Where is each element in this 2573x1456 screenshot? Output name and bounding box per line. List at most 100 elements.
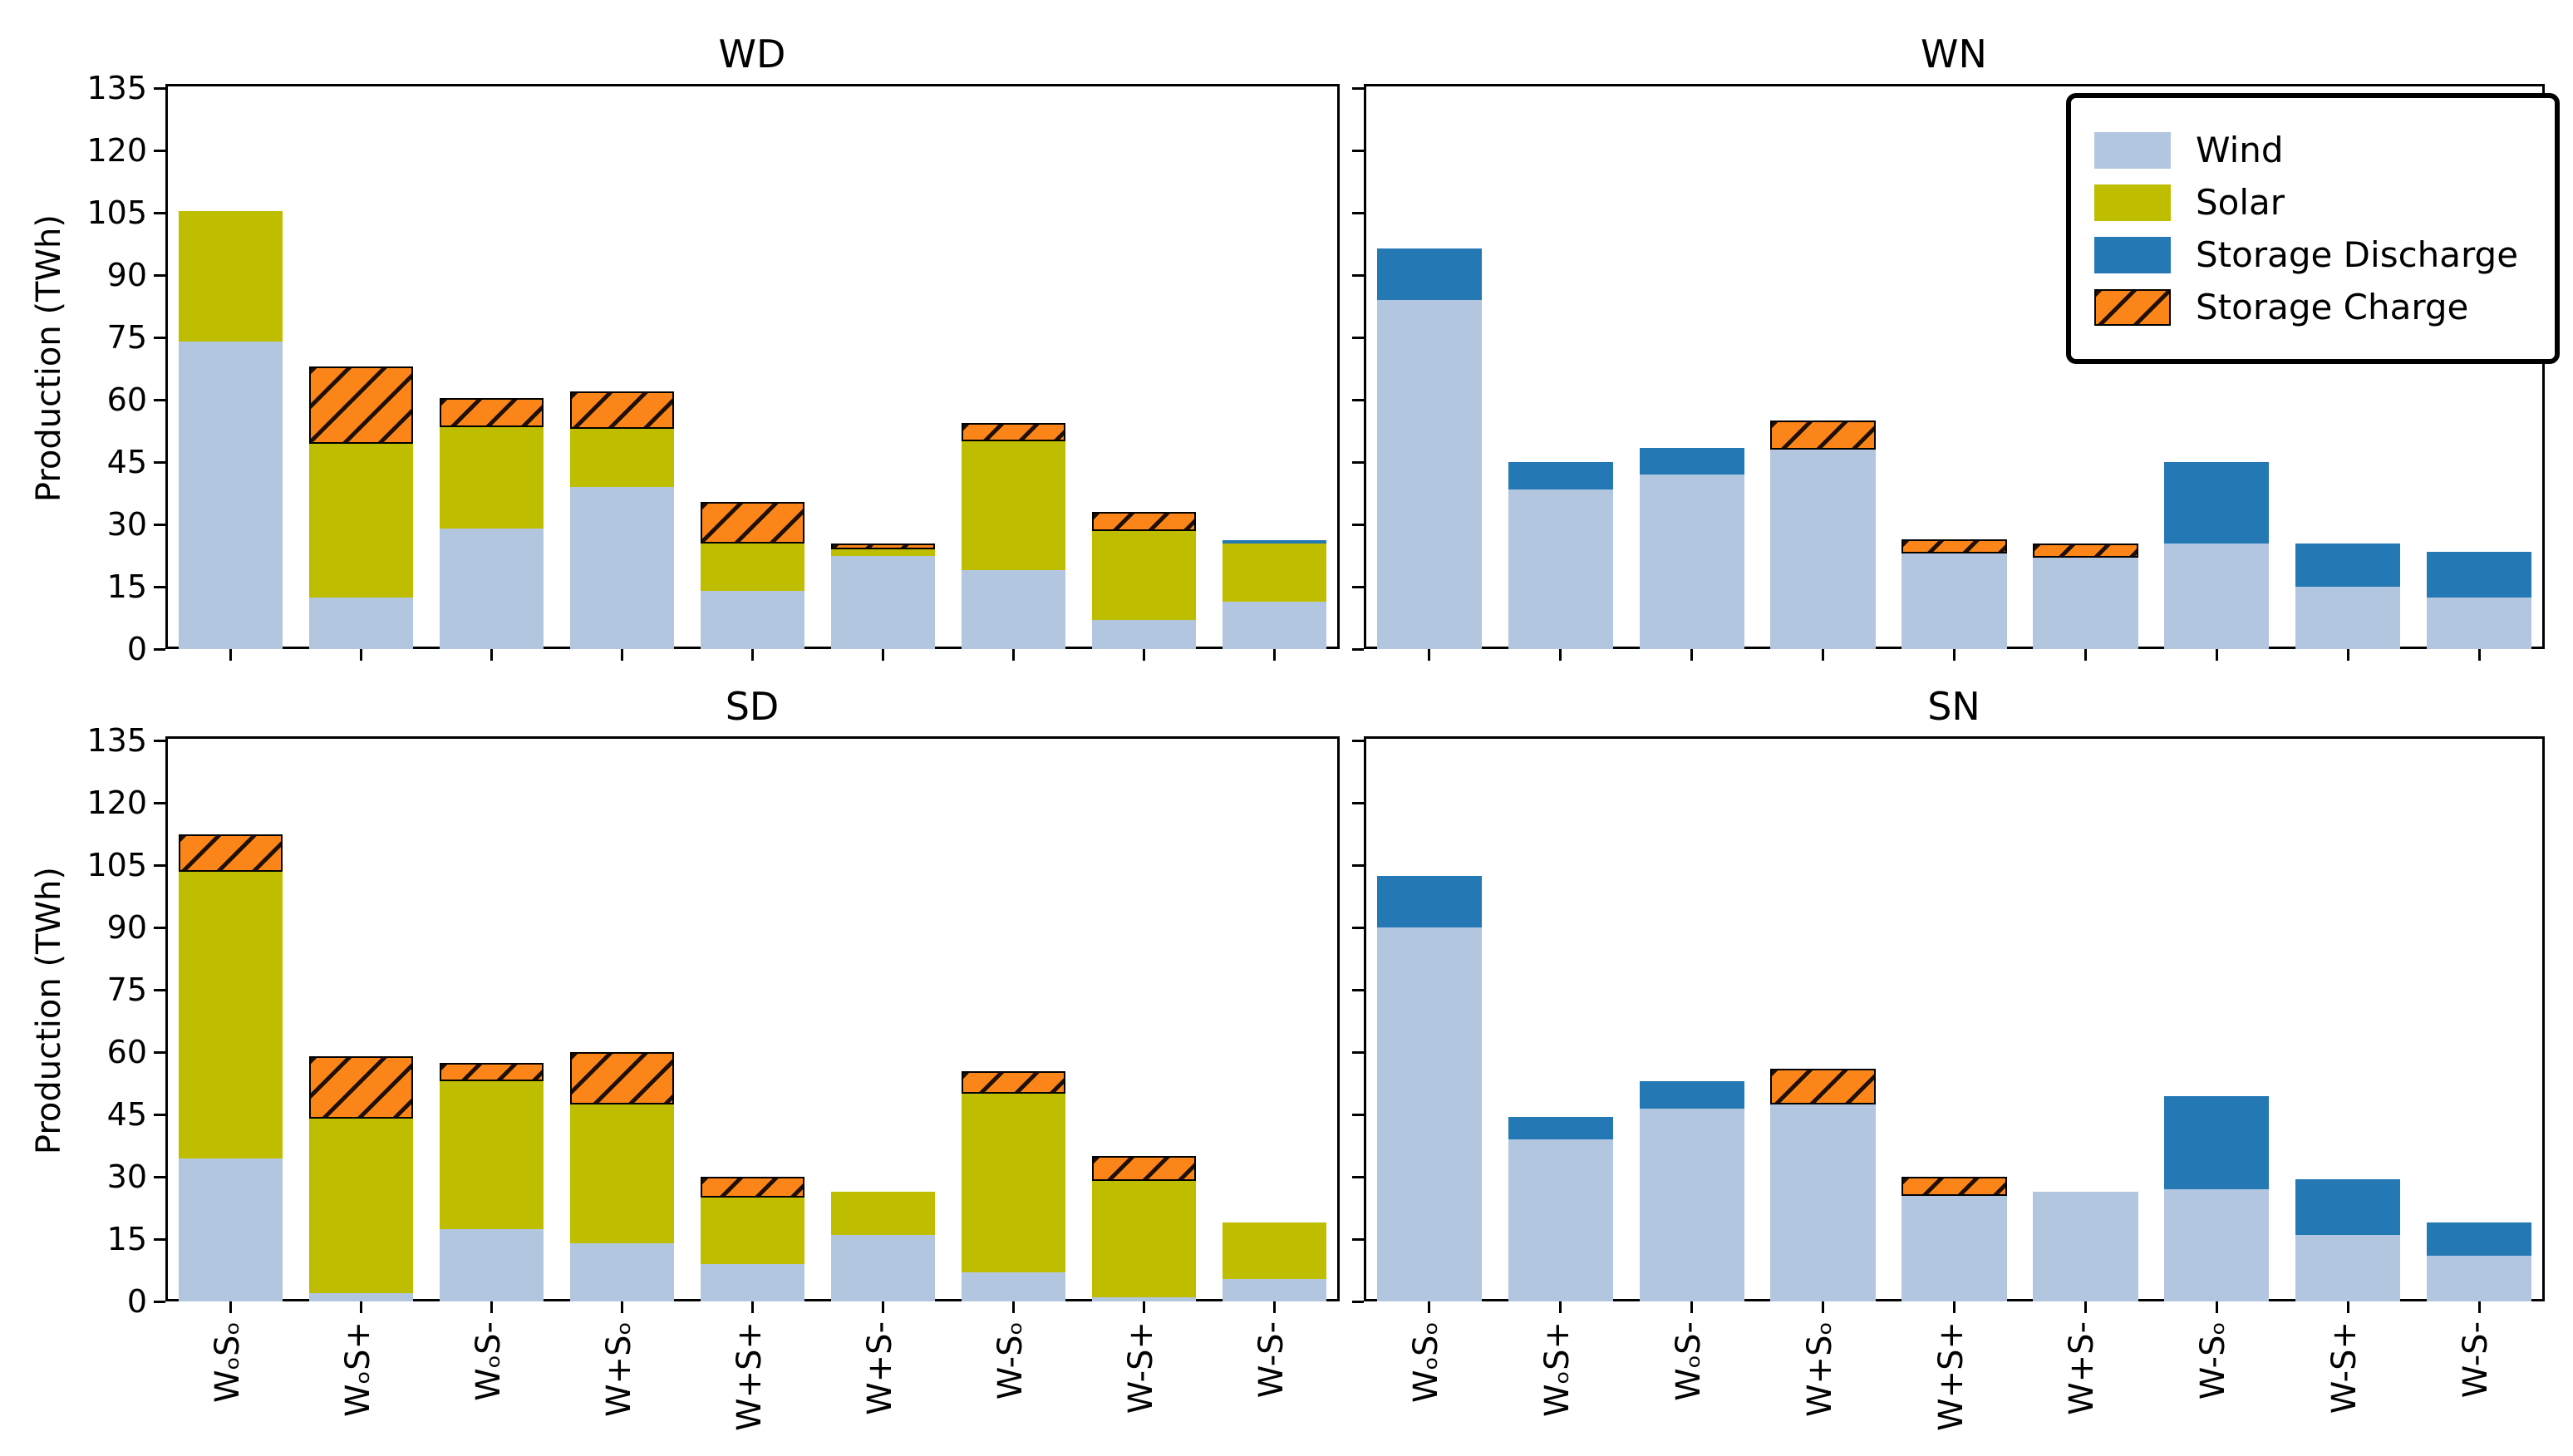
- bar-segment-wind: [1508, 489, 1613, 649]
- bar-segment-charge: [569, 1052, 675, 1104]
- x-tick: [751, 1301, 754, 1313]
- bar-segment-discharge: [1639, 447, 1744, 475]
- bar-segment-wind: [178, 342, 283, 649]
- bar-segment-charge: [308, 366, 414, 444]
- bar-segment-wind: [1091, 620, 1197, 649]
- x-tick: [751, 649, 754, 661]
- y-tick: [1352, 1237, 1364, 1241]
- legend-item-wind: Wind: [2094, 130, 2526, 170]
- x-tick-label: W-S+: [1121, 1321, 1160, 1414]
- bar-segment-wind: [1222, 601, 1327, 649]
- y-tick-label: 0: [126, 631, 147, 667]
- bar-segment-wind: [178, 1158, 283, 1301]
- bar-segment-charge: [439, 1062, 544, 1081]
- bar-segment-charge: [1091, 1156, 1197, 1181]
- bar-segment-wind: [1376, 300, 1483, 649]
- bar-segment-solar: [439, 426, 544, 529]
- bar-segment-wind: [439, 1228, 544, 1301]
- solar-swatch-icon: [2094, 184, 2171, 221]
- y-tick-label: 90: [106, 909, 147, 946]
- y-tick: [154, 739, 165, 742]
- x-tick: [621, 1301, 623, 1313]
- y-tick: [1352, 647, 1364, 651]
- legend-label: Storage Charge: [2196, 287, 2469, 327]
- x-tick: [2346, 1301, 2349, 1313]
- bar-segment-solar: [961, 441, 1066, 570]
- bar-segment-charge: [1901, 539, 2007, 553]
- y-tick: [154, 585, 165, 588]
- y-tick-label: 135: [86, 70, 147, 106]
- y-tick-label: 105: [86, 847, 147, 883]
- bar-segment-wind: [700, 1264, 805, 1301]
- x-tick-label: W-Sₒ: [2194, 1321, 2233, 1400]
- bar-segment-discharge: [1376, 875, 1483, 927]
- bar-segment-solar: [830, 549, 936, 556]
- x-tick-label: W+Sₒ: [599, 1321, 638, 1417]
- bar-segment-wind: [961, 1272, 1066, 1301]
- bar-segment-wind: [961, 570, 1066, 649]
- bar-segment-wind: [1639, 475, 1744, 649]
- bar-segment-wind: [2295, 1235, 2401, 1301]
- bar-segment-solar: [1222, 1222, 1327, 1279]
- bar-segment-wind: [569, 487, 675, 649]
- x-tick: [1953, 1301, 1956, 1313]
- y-tick-label: 45: [106, 444, 147, 480]
- x-tick-label: WₒSₒ: [208, 1321, 247, 1404]
- y-tick: [154, 926, 165, 929]
- y-tick: [1352, 523, 1364, 526]
- bar-segment-solar: [569, 429, 675, 487]
- bar-segment-solar: [830, 1191, 936, 1235]
- y-tick: [154, 1300, 165, 1303]
- y-tick: [1352, 273, 1364, 277]
- bar-segment-wind: [439, 529, 544, 649]
- legend-label: Wind: [2196, 130, 2284, 170]
- y-tick: [154, 336, 165, 339]
- x-tick: [1012, 649, 1015, 661]
- y-tick-label: 105: [86, 194, 147, 231]
- bar-segment-solar: [700, 1198, 805, 1264]
- x-tick-label: W-S-: [2457, 1321, 2496, 1399]
- bar-segment-charge: [439, 397, 544, 427]
- x-tick: [2083, 649, 2087, 661]
- x-tick: [1012, 1301, 1015, 1313]
- x-tick-label: WₒS-: [469, 1321, 508, 1401]
- x-tick: [1428, 649, 1431, 661]
- bar-segment-wind: [2164, 543, 2270, 649]
- y-tick: [1352, 1175, 1364, 1178]
- y-tick: [1352, 801, 1364, 804]
- x-tick: [1143, 649, 1145, 661]
- bar-segment-wind: [2164, 1189, 2270, 1301]
- bar-segment-discharge: [2426, 1222, 2532, 1256]
- x-tick: [1822, 649, 1825, 661]
- bar-segment-discharge: [1222, 540, 1327, 544]
- y-tick-label: 60: [106, 1034, 147, 1070]
- bar-segment-charge: [700, 501, 805, 544]
- bar-segment-wind: [308, 597, 414, 649]
- y-tick: [1352, 585, 1364, 588]
- wind-swatch-icon: [2094, 131, 2171, 169]
- bar-segment-wind: [1222, 1278, 1327, 1301]
- y-tick-label: 15: [106, 1221, 147, 1257]
- bar-segment-charge: [1901, 1177, 2007, 1196]
- y-tick: [154, 801, 165, 804]
- bar-segment-solar: [1091, 1181, 1197, 1297]
- y-tick: [154, 1237, 165, 1241]
- y-tick: [154, 647, 165, 651]
- y-tick: [1352, 988, 1364, 991]
- bar-segment-wind: [830, 1235, 936, 1301]
- panel-title-wd: WD: [718, 32, 786, 76]
- bar-segment-wind: [2426, 597, 2532, 649]
- y-tick-label: 30: [106, 1158, 147, 1195]
- y-tick-label: 15: [106, 568, 147, 605]
- bar-segment-charge: [178, 834, 283, 872]
- x-tick: [360, 1301, 362, 1313]
- storage-discharge-swatch-icon: [2094, 236, 2171, 273]
- y-tick: [1352, 211, 1364, 214]
- x-tick: [2083, 1301, 2087, 1313]
- x-tick-label: W-S-: [1252, 1321, 1291, 1399]
- x-tick-label: WₒS+: [338, 1321, 377, 1417]
- x-tick-label: W-S+: [2325, 1321, 2364, 1414]
- y-tick: [154, 863, 165, 867]
- x-tick: [1428, 1301, 1431, 1313]
- bar-segment-solar: [308, 443, 414, 598]
